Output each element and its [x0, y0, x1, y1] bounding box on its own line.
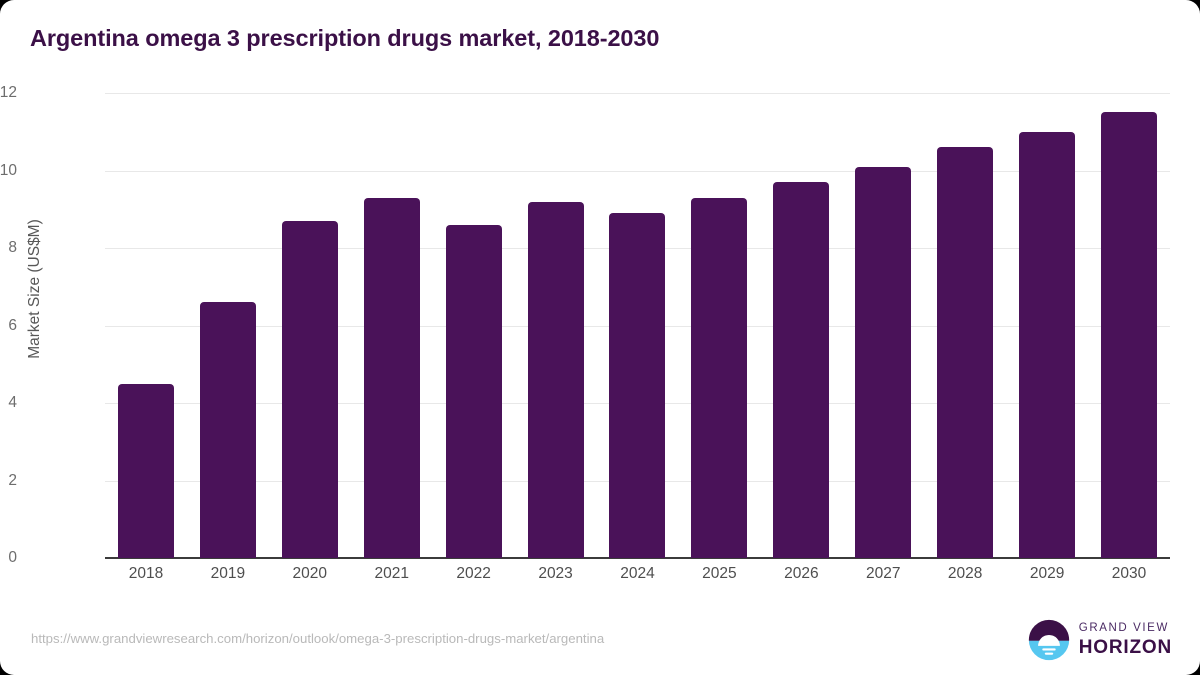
- bar-series: 2018 2019 2020 2021 2022 2023 2024 2025 2026 2027…: [105, 93, 1170, 582]
- bar[interactable]: [1101, 112, 1158, 558]
- logo-text: GRAND VIEW HORIZON: [1079, 623, 1172, 657]
- x-tick-label: 2021: [374, 565, 409, 582]
- bar-slot: 2030: [1088, 93, 1170, 582]
- bar-slot: 2022: [433, 93, 515, 582]
- x-tick-label: 2025: [702, 565, 737, 582]
- bar[interactable]: [199, 302, 256, 558]
- bar-slot: 2025: [678, 93, 760, 582]
- logo-line-grand-view: GRAND VIEW: [1078, 622, 1169, 635]
- bar-slot: 2026: [760, 93, 842, 582]
- bar[interactable]: [773, 182, 830, 558]
- bar-slot: 2024: [597, 93, 679, 582]
- x-tick-label: 2019: [210, 565, 246, 582]
- x-tick-label: 2018: [128, 565, 164, 582]
- source-url[interactable]: https://www.grandviewresearch.com/horizo…: [31, 631, 605, 646]
- x-tick-label: 2024: [620, 565, 655, 582]
- y-tick-label: 8: [8, 239, 17, 256]
- bar-slot: 2018: [105, 93, 187, 582]
- y-tick-label: 0: [8, 549, 17, 566]
- bar-slot: 2019: [187, 93, 269, 582]
- gridline: [105, 93, 1170, 94]
- bar[interactable]: [691, 197, 748, 558]
- x-axis-line: [105, 557, 1170, 559]
- bar-slot: 2020: [269, 93, 351, 582]
- bar[interactable]: [609, 213, 666, 558]
- bar[interactable]: [527, 201, 584, 558]
- x-tick-label: 2030: [1111, 565, 1147, 582]
- y-tick-label: 2: [8, 471, 17, 489]
- page-title: Argentina omega 3 prescription drugs mar…: [30, 25, 660, 51]
- x-tick-label: 2026: [784, 565, 819, 582]
- bar[interactable]: [117, 383, 174, 558]
- x-tick-label: 2020: [292, 565, 328, 582]
- x-tick-label: 2027: [866, 565, 901, 582]
- gridline: [105, 170, 1170, 172]
- bar[interactable]: [1019, 131, 1076, 558]
- bar[interactable]: [937, 147, 994, 558]
- bar-slot: 2029: [1006, 93, 1088, 582]
- brand-logo: GRAND VIEW HORIZON: [1028, 619, 1172, 661]
- bar-slot: 2028: [924, 93, 1006, 582]
- bar[interactable]: [855, 166, 912, 558]
- y-tick-label: 4: [8, 394, 17, 411]
- bar[interactable]: [363, 197, 420, 558]
- y-tick-label: 12: [0, 84, 17, 101]
- bar[interactable]: [281, 220, 338, 558]
- x-tick-label: 2023: [538, 565, 573, 582]
- bar-slot: 2021: [351, 93, 433, 582]
- bar-slot: 2027: [842, 93, 924, 582]
- y-tick-label: 6: [8, 316, 17, 334]
- logo-line-horizon: HORIZON: [1078, 636, 1172, 658]
- bar-slot: 2023: [515, 93, 597, 582]
- x-tick-label: 2028: [947, 565, 983, 582]
- grand-view-horizon-logo-mark: [1028, 619, 1069, 661]
- y-tick-label: 10: [0, 161, 17, 179]
- x-tick-label: 2029: [1029, 565, 1065, 582]
- bar[interactable]: [445, 224, 502, 558]
- x-tick-label: 2022: [456, 565, 491, 582]
